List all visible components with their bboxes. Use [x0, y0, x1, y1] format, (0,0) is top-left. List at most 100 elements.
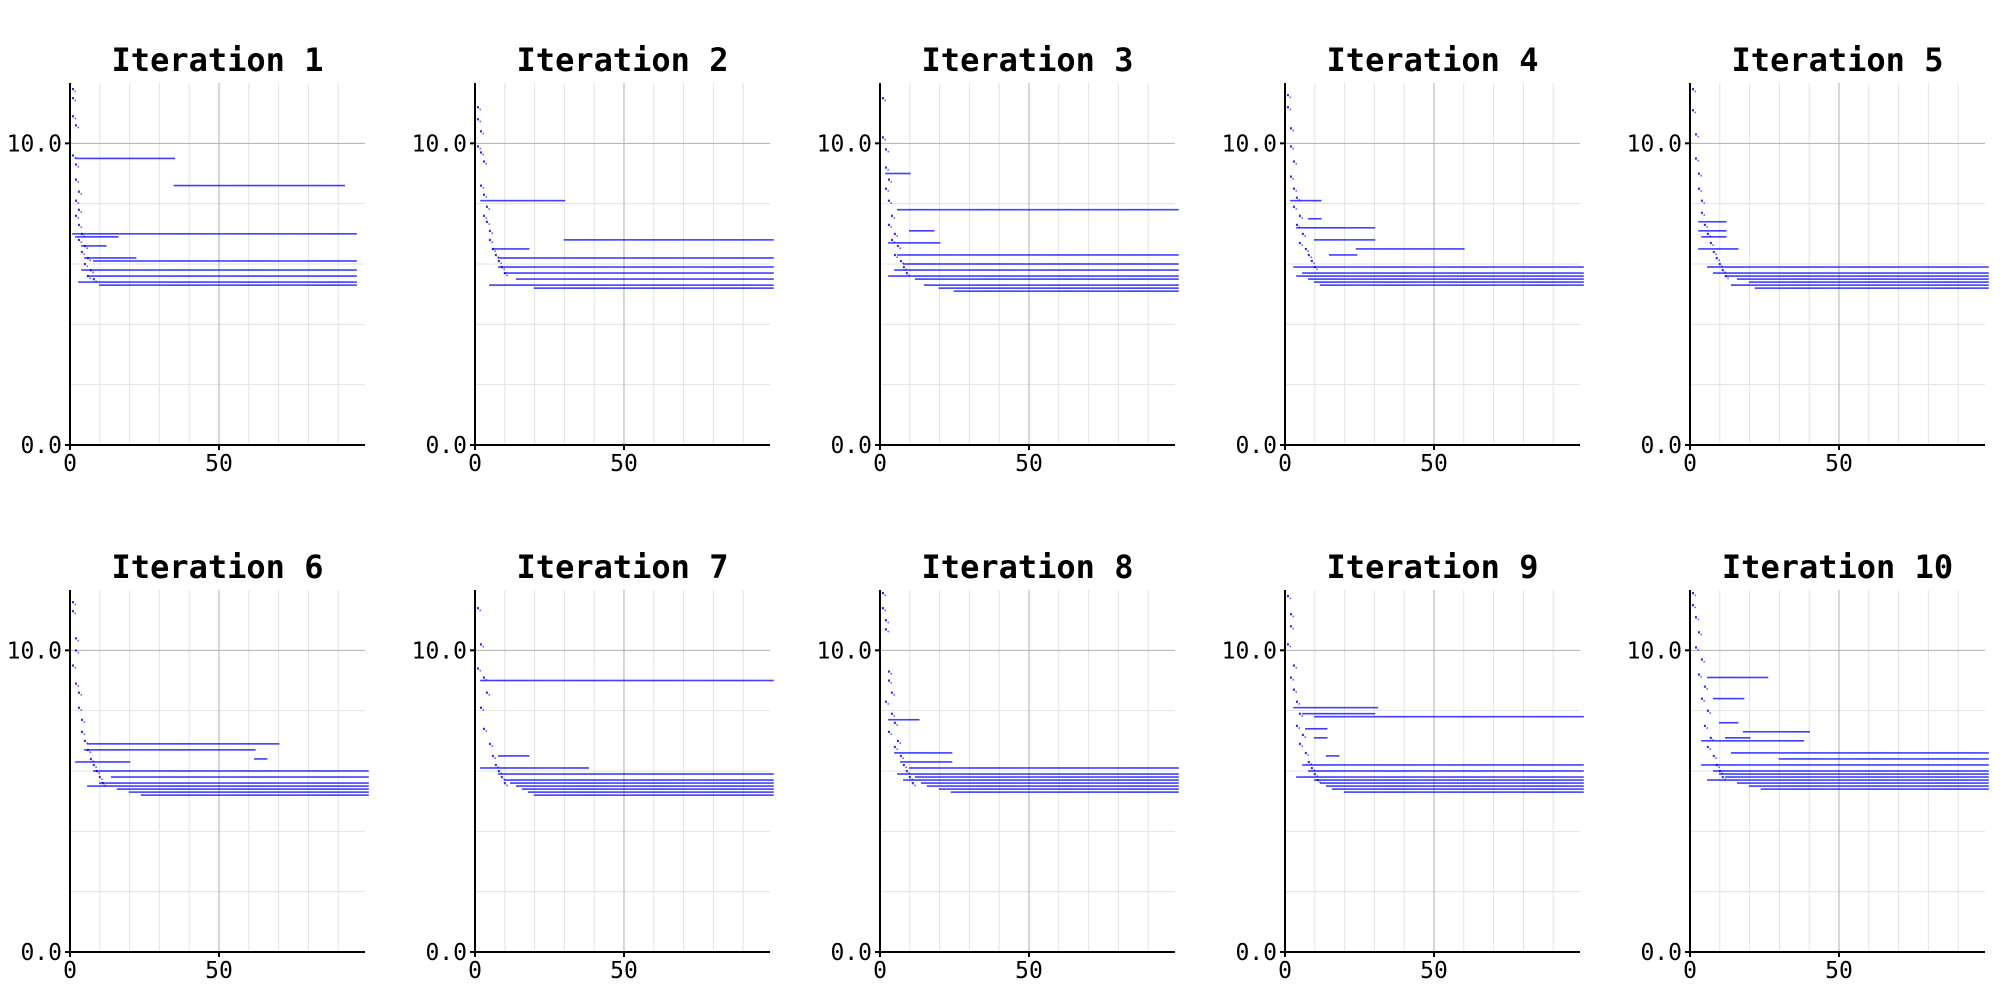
data-point: [479, 120, 482, 123]
data-point: [548, 257, 551, 259]
data-point: [694, 278, 697, 280]
data-point: [679, 278, 682, 280]
data-point: [177, 184, 180, 187]
data-point: [80, 193, 83, 195]
data-point: [103, 281, 106, 283]
data-point: [670, 287, 673, 289]
data-point: [690, 278, 692, 280]
data-point: [758, 272, 761, 274]
data-point: [1382, 266, 1385, 268]
data-point: [1089, 263, 1091, 265]
data-point: [1129, 278, 1132, 280]
data-point: [728, 239, 731, 241]
data-point: [1005, 275, 1008, 277]
data-point: [920, 263, 923, 265]
data-point: [225, 184, 228, 187]
data-point: [1041, 284, 1044, 286]
data-point: [316, 184, 319, 187]
data-point: [195, 269, 198, 271]
data-point: [152, 284, 155, 286]
data-point: [206, 281, 208, 283]
data-point: [1538, 266, 1541, 268]
data-point: [556, 257, 558, 259]
data-point: [1454, 266, 1456, 268]
data-point: [1090, 275, 1093, 277]
data-point: [1306, 266, 1309, 268]
data-point: [1132, 254, 1135, 256]
data-point: [186, 184, 189, 187]
data-point: [340, 233, 342, 235]
data-point: [1136, 254, 1139, 256]
data-point: [577, 287, 579, 289]
data-point: [350, 281, 353, 283]
data-point: [116, 233, 119, 235]
data-point: [914, 269, 917, 271]
data-point: [1543, 266, 1546, 268]
data-point: [128, 281, 131, 283]
data-point: [770, 266, 773, 268]
data-point: [527, 278, 530, 280]
data-point: [125, 284, 128, 286]
data-point: [959, 275, 962, 277]
data-point: [1077, 287, 1079, 289]
data-point: [298, 275, 301, 277]
data-point: [574, 284, 576, 286]
data-point: [119, 284, 122, 286]
data-point: [1092, 290, 1094, 292]
data-point: [737, 284, 740, 286]
data-point: [565, 257, 567, 259]
data-point: [621, 278, 624, 280]
data-point: [1128, 290, 1130, 292]
data-point: [332, 281, 335, 283]
data-point: [506, 284, 509, 286]
data-point: [636, 266, 639, 268]
data-point: [313, 233, 316, 235]
data-point: [944, 287, 947, 289]
data-point: [908, 274, 910, 277]
data-point: [319, 233, 322, 235]
data-point: [632, 272, 634, 274]
data-point: [917, 278, 920, 280]
data-point: [1102, 254, 1105, 256]
data-point: [961, 287, 963, 289]
data-point: [922, 242, 925, 244]
data-point: [688, 278, 691, 280]
data-point: [1074, 263, 1076, 265]
data-point: [922, 230, 925, 232]
data-point: [1154, 284, 1157, 286]
data-point: [134, 260, 137, 262]
data-point: [1415, 266, 1417, 268]
data-point: [1072, 284, 1075, 286]
data-point: [1069, 275, 1072, 277]
data-point: [1071, 287, 1073, 289]
data-point: [1172, 290, 1175, 292]
data-point: [482, 153, 485, 156]
data-point: [113, 236, 116, 238]
data-point: [93, 157, 95, 160]
data-point: [1056, 208, 1059, 211]
data-point: [298, 233, 301, 235]
data-point: [347, 275, 350, 277]
data-point: [575, 272, 578, 274]
data-point: [494, 250, 496, 253]
data-point: [110, 284, 113, 286]
data-point: [926, 242, 929, 244]
data-point: [655, 272, 658, 274]
data-point: [982, 278, 984, 280]
data-point: [699, 266, 701, 268]
data-point: [1123, 284, 1126, 286]
data-point: [932, 263, 935, 265]
data-point: [1339, 239, 1341, 241]
data-point: [568, 266, 570, 268]
data-point: [234, 284, 237, 286]
data-point: [714, 278, 716, 280]
data-point: [605, 272, 607, 274]
data-point: [1303, 199, 1306, 202]
data-point: [282, 269, 284, 271]
data-point: [696, 239, 698, 241]
data-point: [255, 184, 258, 187]
data-point: [115, 157, 117, 160]
data-point: [313, 260, 316, 262]
data-point: [730, 287, 733, 289]
